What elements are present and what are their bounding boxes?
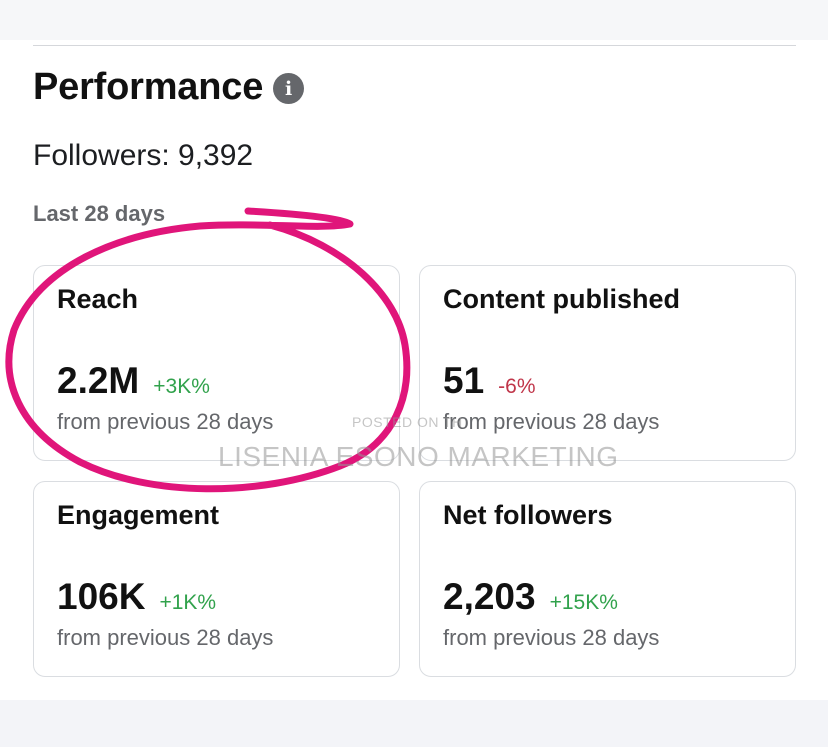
page-title: Performance	[33, 66, 264, 108]
metric-change: +3K%	[153, 375, 210, 398]
followers-count: Followers: 9,392	[33, 139, 254, 172]
metric-value: 106K	[57, 576, 146, 617]
metric-comparison: from previous 28 days	[57, 625, 274, 650]
metric-change: -6%	[498, 375, 536, 398]
metric-card-engagement[interactable]: Engagement 106K +1K% from previous 28 da…	[33, 481, 400, 677]
info-icon[interactable]: i	[273, 73, 305, 104]
metric-comparison: from previous 28 days	[443, 625, 660, 650]
metric-title: Reach	[57, 284, 139, 314]
metric-card-net-followers[interactable]: Net followers 2,203 +15K% from previous …	[419, 481, 796, 677]
metric-card-content-published[interactable]: Content published 51 -6% from previous 2…	[419, 265, 796, 461]
metric-value: 2,203	[443, 576, 536, 617]
metric-change: +1K%	[159, 591, 217, 614]
top-bar	[0, 0, 828, 40]
metric-title: Net followers	[443, 500, 613, 530]
metric-title: Content published	[443, 284, 680, 314]
metric-card-reach[interactable]: Reach 2.2M +3K% from previous 28 days	[33, 265, 400, 461]
metric-value: 51	[443, 360, 485, 401]
metric-value-row: 2,203 +15K%	[443, 576, 618, 618]
metric-change: +15K%	[549, 591, 618, 614]
metric-comparison: from previous 28 days	[443, 409, 660, 434]
metric-value-row: 51 -6%	[443, 360, 536, 402]
metric-comparison: from previous 28 days	[57, 409, 274, 434]
period-label: Last 28 days	[33, 201, 166, 226]
metric-value-row: 2.2M +3K%	[57, 360, 210, 402]
metric-title: Engagement	[57, 500, 220, 530]
metric-value-row: 106K +1K%	[57, 576, 216, 618]
performance-header: Performance i	[33, 66, 305, 109]
watermark-small: POSTED ON TH	[352, 414, 463, 430]
watermark-large: LISENIA ESONO MARKETING	[218, 441, 619, 472]
section-divider	[33, 45, 796, 46]
bottom-bar	[0, 700, 828, 747]
metric-value: 2.2M	[57, 360, 140, 401]
